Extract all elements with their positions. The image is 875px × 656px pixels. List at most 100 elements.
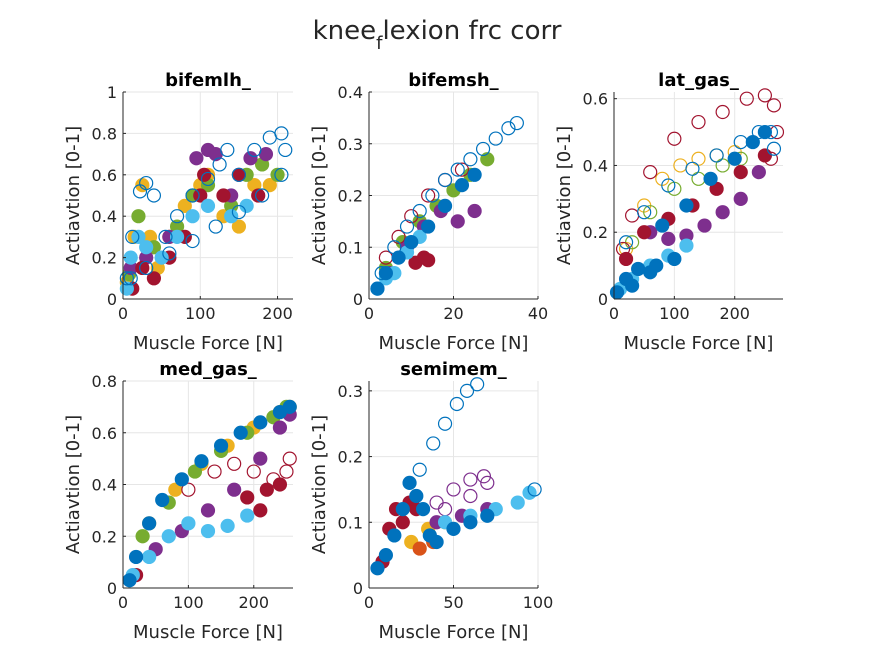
data-point <box>220 142 235 158</box>
x-tick-label: 0 <box>118 593 128 612</box>
data-point <box>661 178 676 193</box>
data-point <box>247 142 262 158</box>
data-point <box>509 115 524 131</box>
data-point <box>231 167 247 182</box>
data-point <box>272 477 288 492</box>
data-point <box>387 528 402 543</box>
x-tick-label: 0 <box>609 304 619 323</box>
data-point <box>426 436 441 451</box>
x-tick-label: 100 <box>523 593 554 612</box>
data-point <box>142 516 157 531</box>
data-point <box>185 188 200 203</box>
data-point <box>415 502 431 517</box>
y-tick-label: 0.6 <box>92 424 117 443</box>
data-point <box>282 399 297 414</box>
y-tick-label: 0.2 <box>583 223 608 242</box>
data-point <box>667 251 682 267</box>
data-point <box>282 451 297 466</box>
data-point <box>757 88 772 103</box>
figure-title-main: knee <box>313 16 377 46</box>
data-point <box>119 271 134 286</box>
data-point <box>197 167 212 182</box>
figure-title-subscript: f <box>376 33 383 54</box>
data-point <box>643 265 658 280</box>
data-point <box>262 178 277 193</box>
x-tick-label: 100 <box>659 304 690 323</box>
x-tick-label: 0 <box>118 304 128 323</box>
data-point <box>185 209 200 224</box>
y-tick-label: 0.4 <box>92 476 117 495</box>
y-axis-label: Actiavtion [0-1] <box>309 126 330 265</box>
data-point <box>404 234 419 250</box>
data-point <box>207 464 222 479</box>
data-point <box>643 205 658 220</box>
data-point <box>510 495 525 510</box>
data-point <box>766 98 782 113</box>
data-point <box>200 503 216 518</box>
data-point <box>412 203 427 219</box>
data-point <box>625 235 640 250</box>
data-point <box>270 167 285 182</box>
data-point <box>454 162 470 177</box>
data-point <box>125 229 140 244</box>
data-point <box>667 131 682 146</box>
data-point <box>429 534 444 550</box>
data-point <box>449 396 464 412</box>
data-point <box>135 529 150 544</box>
data-point <box>661 231 676 247</box>
x-tick-label: 0 <box>364 304 374 323</box>
data-point <box>253 503 268 518</box>
data-point <box>697 218 712 233</box>
y-axis-label: Actiavtion [0-1] <box>63 415 84 554</box>
data-point <box>216 188 231 203</box>
data-point <box>637 205 652 220</box>
data-point <box>131 209 146 224</box>
data-point <box>278 142 293 158</box>
data-point <box>240 508 255 523</box>
data-point <box>251 188 266 203</box>
data-point <box>189 151 204 166</box>
data-point <box>421 188 436 203</box>
data-point <box>370 281 385 296</box>
data-point <box>450 214 465 229</box>
data-point <box>655 218 670 233</box>
data-points <box>370 115 524 296</box>
data-point <box>480 152 495 167</box>
data-point <box>757 148 772 163</box>
data-point <box>231 204 247 220</box>
data-point <box>463 515 478 530</box>
data-point <box>158 229 173 244</box>
data-point <box>463 152 478 167</box>
data-point <box>220 518 235 534</box>
data-point <box>715 104 730 120</box>
data-point <box>691 114 706 130</box>
data-point <box>128 549 144 565</box>
data-point <box>476 469 492 484</box>
data-point <box>378 266 393 281</box>
data-point <box>733 165 748 180</box>
data-point <box>212 157 227 172</box>
data-point <box>213 438 229 453</box>
subplot-title: med_gas_ <box>159 359 257 380</box>
y-tick-label: 0.1 <box>338 513 363 532</box>
data-point <box>446 482 461 497</box>
data-point <box>135 260 150 276</box>
y-tick-label: 0.8 <box>92 124 117 143</box>
x-axis-label: Muscle Force [N] <box>624 333 774 354</box>
data-point <box>200 198 216 213</box>
x-tick-label: 200 <box>262 304 293 323</box>
subplot-2: 0 20 40 0 0.1 0.2 0.3 0.4 bifemsh_ Muscle Force [… <box>309 70 548 354</box>
data-point <box>161 529 176 544</box>
data-point <box>162 246 177 261</box>
data-point <box>409 488 424 504</box>
data-point <box>480 508 495 523</box>
data-point <box>618 251 634 267</box>
data-point <box>243 151 258 166</box>
data-point <box>404 209 419 224</box>
x-tick-label: 20 <box>443 304 463 323</box>
y-tick-label: 0 <box>353 579 363 598</box>
x-tick-label: 200 <box>238 593 269 612</box>
data-point <box>169 209 185 224</box>
y-tick-label: 0 <box>107 579 117 598</box>
